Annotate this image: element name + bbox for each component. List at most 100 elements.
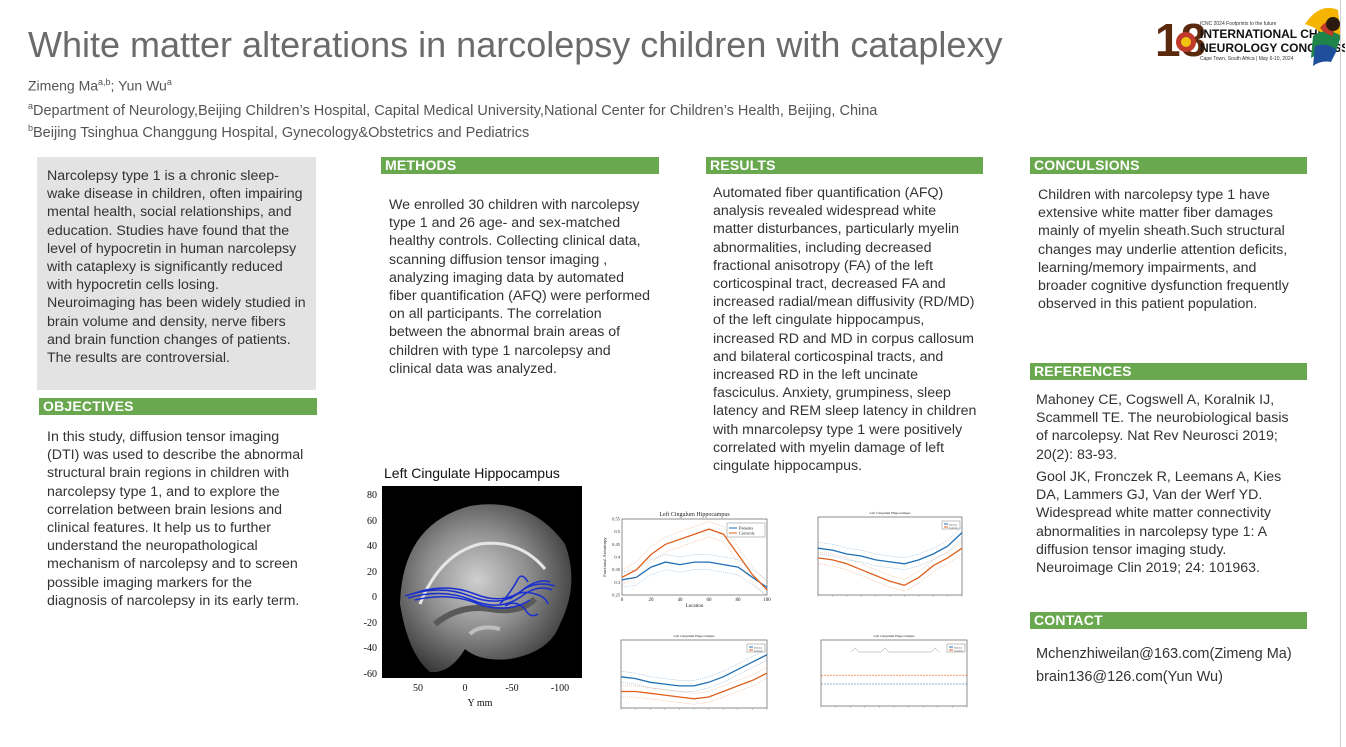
affiliation-a-text: Department of Neurology,Beijing Children… [33,102,878,119]
methods-heading: METHODS [381,157,659,174]
chart-title: Left Cingulum Hippocampus [673,634,715,638]
brain-slice [400,504,572,673]
brain-y-tick: 40 [367,541,377,552]
objectives-heading: OBJECTIVES [39,398,317,415]
authors: Zimeng Maa,b; Yun Wua [28,77,172,94]
series-band-upper [621,554,768,581]
brain-x-label: Y mm [468,698,493,709]
brain-x-tick: 50 [413,683,423,694]
y-tick-label: 0.45 [612,542,621,547]
y-tick-label: 0.25 [612,593,621,598]
brain-x-tick: -100 [551,683,569,694]
x-tick-label: 80 [736,598,742,603]
logo-line2: NEUROLOGY CONGRESS [1200,41,1345,55]
affiliation-a-sup: a [28,101,34,111]
methods-text: We enrolled 30 children with narcolepsy … [389,197,651,377]
brain-y-tick: -60 [364,669,377,680]
reference-item-1: Mahoney CE, Cogswell A, Koralnik IJ, Sca… [1036,392,1289,463]
introduction-box: Narcolepsy type 1 is a chronic sleep-wak… [37,157,316,390]
legend-label: Patients [954,647,962,650]
child-silhouette-icon [1326,17,1340,31]
series-line-controls [817,547,963,586]
plot-frame [620,639,768,709]
series-line-controls [621,528,768,591]
series-band-lower [620,659,768,692]
brain-y-tick: 20 [367,567,377,578]
cingulum-fiber-tract [404,575,556,617]
md-line-chart: Left Cingulum Hippocampus PatientsControl… [817,511,963,597]
chart-title: Left Cingulum Hippocampus [873,634,915,638]
author-1-sup: a,b [98,77,111,87]
brain-x-tick: -50 [505,683,518,694]
results-text: Automated fiber quantification (AFQ) ana… [713,185,977,475]
brain-y-tick: -40 [364,643,377,654]
legend-label: Controls [949,527,958,530]
rd-line-chart: Left Cingulum Hippocampus PatientsControl… [620,634,768,710]
x-tick-label: 0 [621,598,624,603]
brain-y-ticks: 80 60 40 20 0 -20 -40 -60 [364,490,377,680]
affiliation-b: bBeijing Tsinghua Changgung Hospital, Gy… [28,123,529,141]
series-band-lower [621,678,768,705]
brain-x-ticks: 50 0 -50 -100 [413,683,569,694]
affiliation-b-sup: b [28,123,34,133]
logo-line3: Cape Town, South Africa | May 6-10, 2024 [1200,56,1294,62]
chart-title: Left Cingulum Hippocampus [869,511,911,515]
series-line-patients [620,654,768,687]
correlation-chart: Left Cingulum Hippocampus PatientsControl… [820,634,968,708]
chart-legend [941,520,961,530]
references-heading: REFERENCES [1030,363,1307,380]
legend-label: Patients [739,526,753,531]
contact-email-2: brain136@126.com(Yun Wu) [1036,669,1223,685]
plot-frame [820,639,968,707]
series-line-controls [621,672,768,700]
brain-dti-figure: 80 60 40 20 0 -20 -40 -60 50 0 -50 -100 … [364,486,582,709]
poster-title: White matter alterations in narcolepsy c… [28,24,1003,65]
x-tick-label: 100 [763,598,771,603]
series-band-upper [817,526,963,559]
x-axis-label: Location [686,604,704,607]
affiliation-a: aDepartment of Neurology,Beijing Childre… [28,101,877,119]
brain-y-tick: 0 [372,592,377,603]
y-tick-label: 0.35 [612,567,621,572]
legend-label: Patients [754,647,762,650]
reference-item-2: Gool JK, Fronczek R, Leemans A, Kies DA,… [1036,469,1282,577]
author-2-sup: a [166,77,172,87]
plot-frame [817,516,963,596]
congress-logo: 18 ICNC 2024 Footprints to the future IN… [1155,6,1346,68]
y-tick-label: 0.5 [614,529,620,534]
x-tick-label: 60 [707,598,713,603]
series-band-upper [621,667,768,694]
author-1: Zimeng Ma [28,77,99,94]
x-tick-label: 20 [649,598,655,603]
series-band-lower [621,569,768,596]
series-band-lower [621,536,768,598]
series-band-lower [817,553,963,592]
brain-y-tick: 80 [367,490,377,501]
legend-label: Controls [739,531,755,536]
y-tick-label: 0.55 [612,517,621,522]
right-divider [1340,0,1341,747]
contact-email-1: Mchenzhiweilan@163.com(Zimeng Ma) [1036,646,1292,662]
logo-tagline: ICNC 2024 Footprints to the future [1200,21,1277,27]
series-band-upper [817,542,963,580]
chart-legend [946,643,966,653]
chart-title: Left Cingulum Hippocampus [659,511,730,518]
brain-y-tick: 60 [367,516,377,527]
contact-heading: CONTACT [1030,612,1307,629]
fa-line-chart: Left Cingulum Hippocampus PatientsControl… [602,511,771,607]
legend-label: Controls [954,650,963,653]
correlation-trace [850,647,940,653]
y-tick-label: 0.4 [614,555,620,560]
logo-graphic: 18 ICNC 2024 Footprints to the future IN… [1155,7,1346,66]
series-line-patients [621,561,768,588]
chart-legend [746,643,766,653]
logo-line1: INTERNATIONAL CHILD [1200,27,1337,41]
brain-figure-title: Left Cingulate Hippocampus [384,465,560,481]
conclusions-heading: CONCULSIONS [1030,157,1307,174]
affiliation-b-text: Beijing Tsinghua Changgung Hospital, Gyn… [33,124,530,141]
series-band-upper [620,648,768,681]
brain-y-tick: -20 [364,618,377,629]
series-line-patients [817,532,963,565]
brain-x-tick: 0 [463,683,468,694]
conclusions-text: Children with narcolepsy type 1 have ext… [1038,187,1289,313]
